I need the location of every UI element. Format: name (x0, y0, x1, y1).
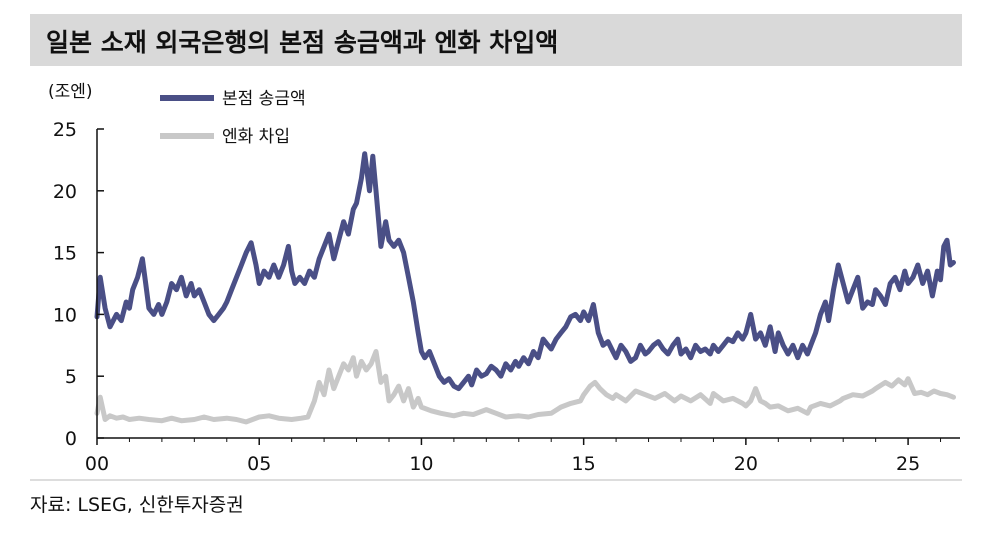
legend-label-remittance: 본점 송금액 (222, 89, 306, 109)
x-tick-label: 00 (85, 453, 109, 475)
y-tick-label: 10 (53, 304, 77, 326)
x-tick-label: 05 (247, 453, 271, 475)
y-unit-label: (조엔) (48, 82, 93, 102)
legend: 본점 송금액 엔화 차입 (160, 89, 306, 147)
x-tick-label: 25 (896, 453, 920, 475)
y-tick-label: 15 (53, 243, 77, 265)
series-line-remittance (94, 151, 956, 392)
series-layer (94, 151, 956, 425)
title-bar: 일본 소재 외국은행의 본점 송금액과 엔화 차입액 (30, 14, 962, 66)
y-tick-label: 5 (65, 366, 77, 388)
x-tick-label: 15 (572, 453, 596, 475)
chart-title: 일본 소재 외국은행의 본점 송금액과 엔화 차입액 (46, 28, 559, 57)
legend-label-yen-borrowing: 엔화 차입 (222, 127, 290, 147)
y-tick-label: 25 (53, 119, 77, 141)
y-tick-label: 20 (53, 181, 77, 203)
y-tick-label: 0 (65, 428, 77, 450)
source-note: 자료: LSEG, 신한투자증권 (30, 494, 244, 516)
x-tick-label: 10 (409, 453, 433, 475)
x-tick-label: 20 (734, 453, 758, 475)
series-line-yen-borrowing (94, 349, 956, 425)
